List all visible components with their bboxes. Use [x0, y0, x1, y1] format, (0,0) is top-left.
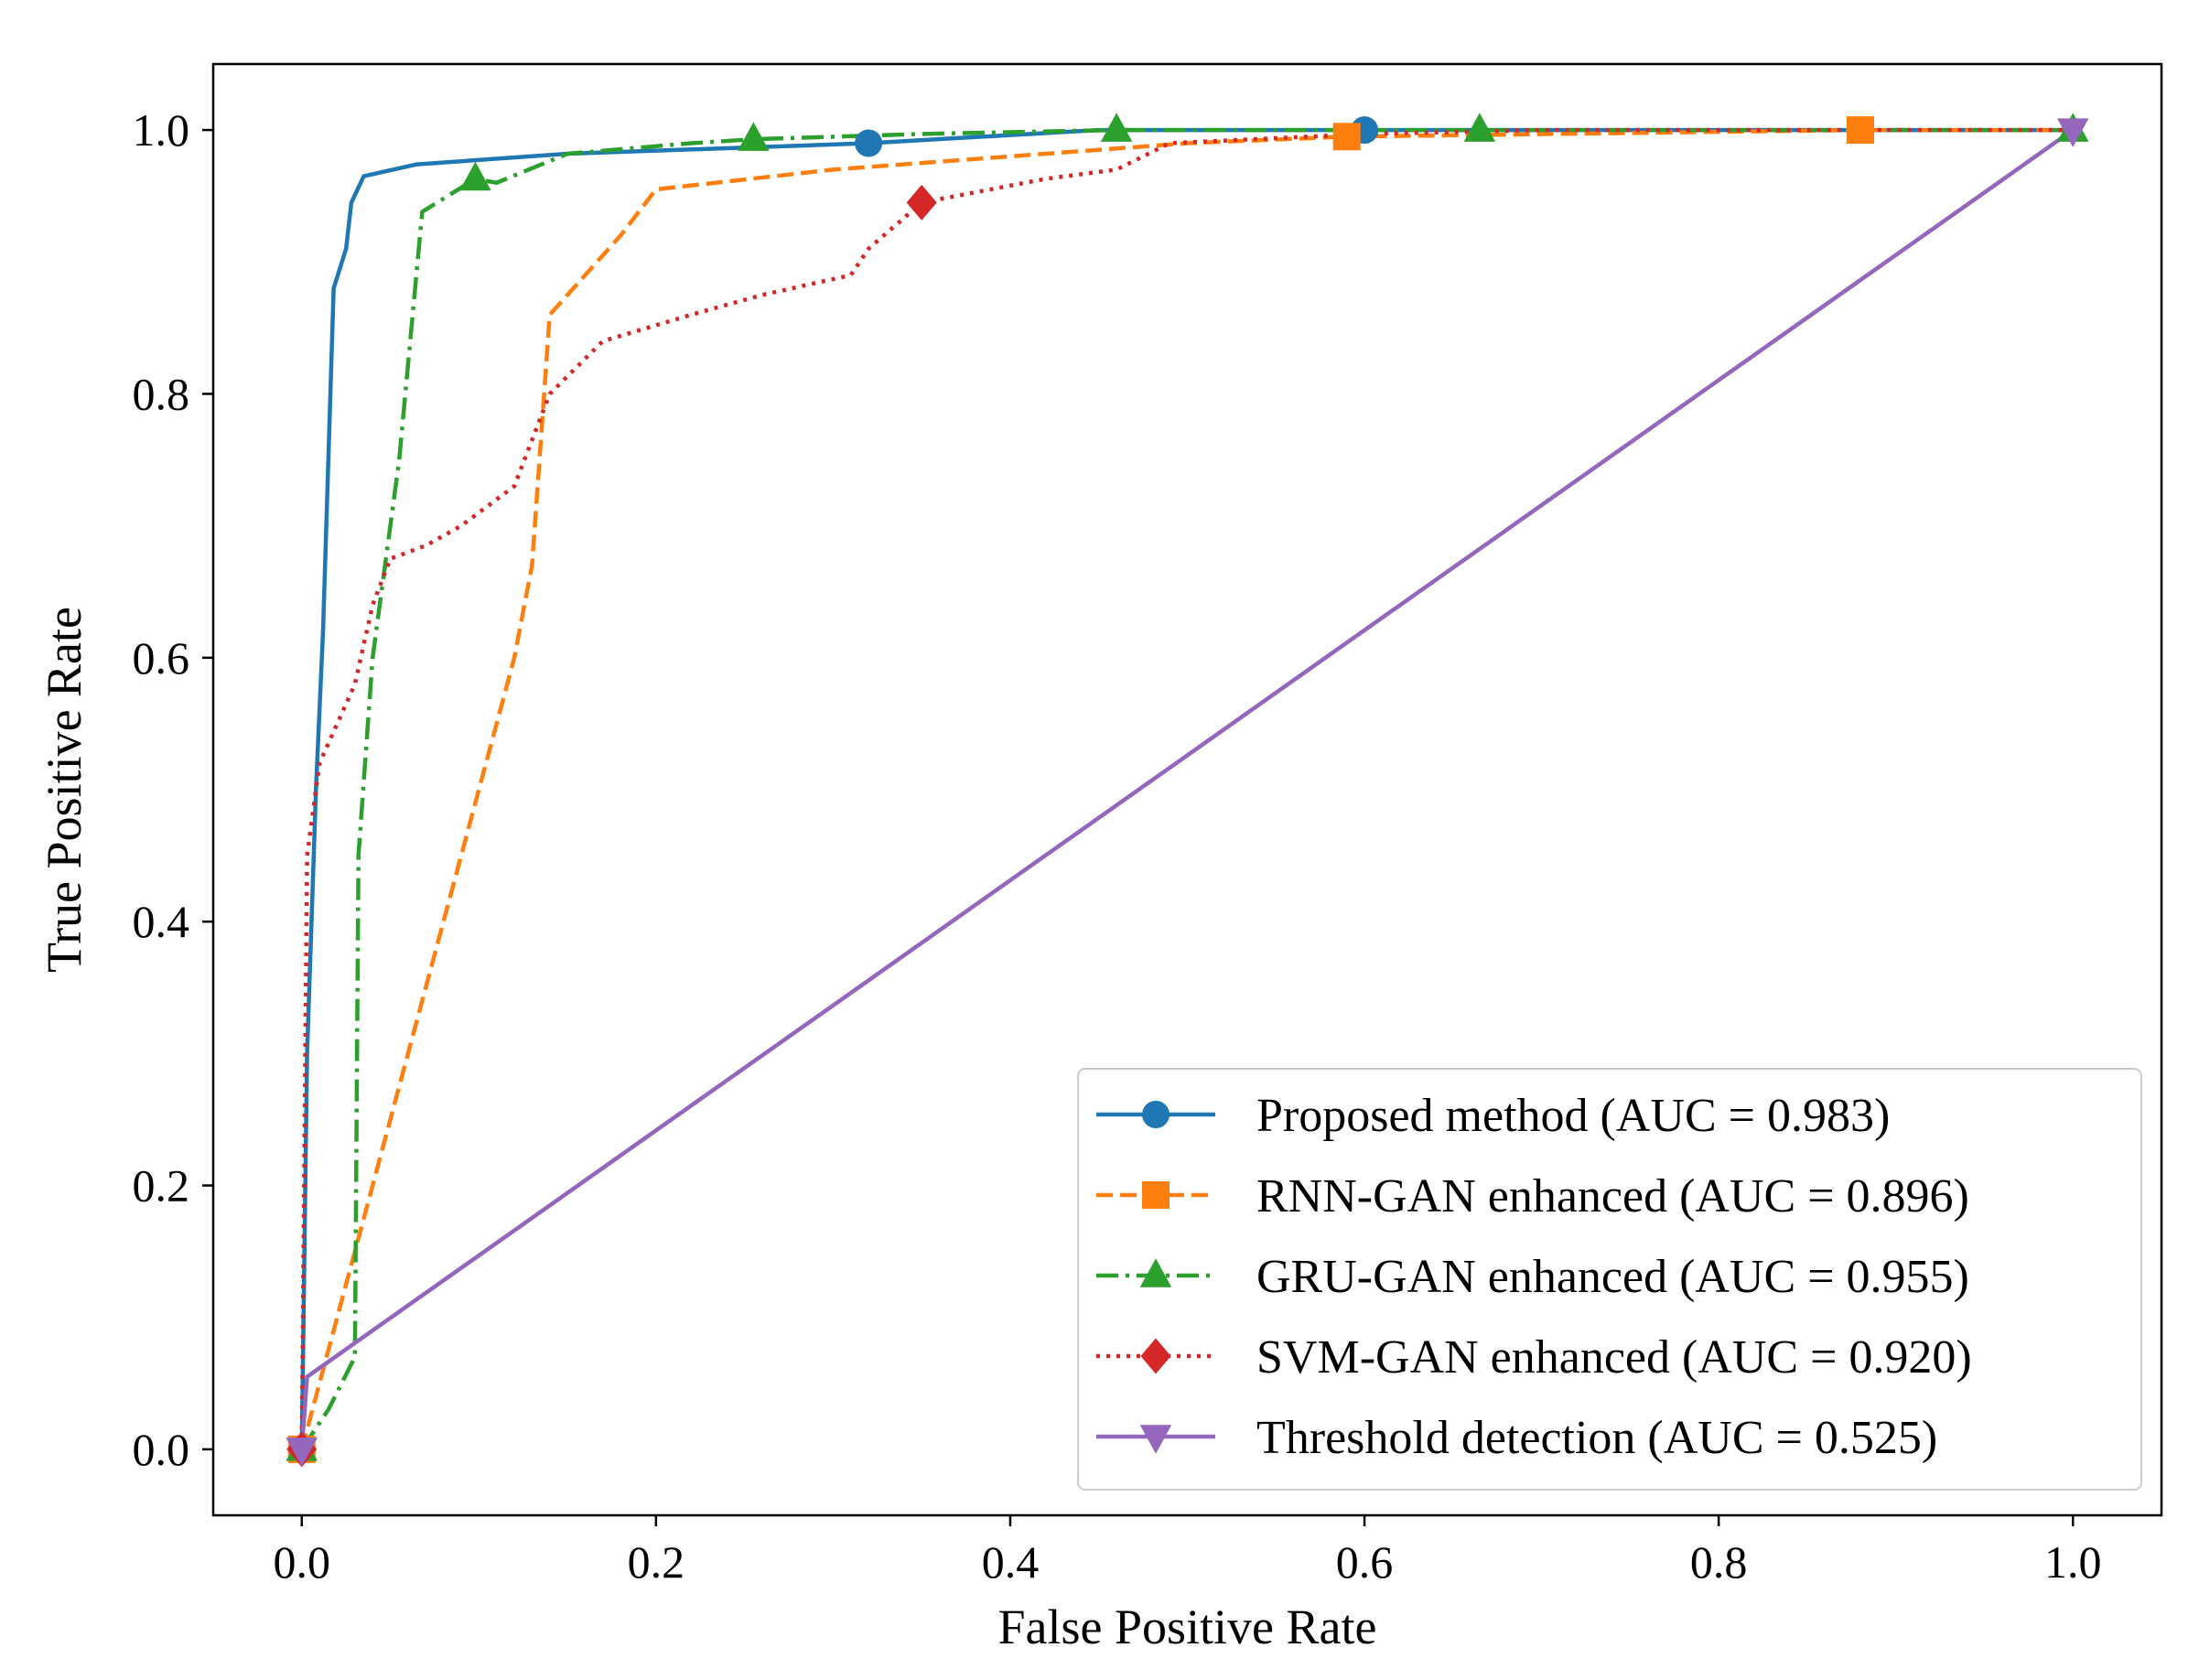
legend-label: RNN-GAN enhanced (AUC = 0.896) [1256, 1170, 1969, 1222]
series-line-threshold-detection [299, 128, 2075, 1450]
y-tick-label: 1.0 [133, 104, 190, 156]
legend-label: SVM-GAN enhanced (AUC = 0.920) [1256, 1331, 1972, 1384]
x-tick-label: 0.6 [1336, 1536, 1394, 1588]
data-point-gru-gan-enhanced [1100, 113, 1133, 142]
series-line-proposed-method [299, 127, 2074, 1449]
data-point-threshold-detection [2056, 118, 2089, 147]
x-axis-label: False Positive Rate [998, 1599, 1377, 1654]
legend-items: Proposed method (AUC = 0.983) RNN-GAN enh… [1096, 1090, 1972, 1464]
plot-frame [211, 62, 2163, 1517]
y-tick-label: 0.2 [133, 1160, 190, 1212]
legend-item-gru-gan-enhanced: GRU-GAN enhanced (AUC = 0.955) [1096, 1251, 1969, 1303]
series-lines [299, 127, 2075, 1451]
data-point-gru-gan-enhanced [1463, 113, 1496, 142]
legend-item-threshold-detection: Threshold detection (AUC = 0.525) [1096, 1412, 1937, 1464]
x-tick-label: 0.2 [628, 1536, 685, 1588]
series-markers [286, 113, 2089, 1468]
y-tick-label: 0.4 [133, 896, 190, 947]
legend: Proposed method (AUC = 0.983) RNN-GAN enh… [1077, 1068, 2142, 1491]
x-tick-label: 0.8 [1690, 1536, 1748, 1588]
legend-item-proposed-method: Proposed method (AUC = 0.983) [1096, 1090, 1890, 1142]
legend-marker [1142, 1181, 1170, 1209]
y-axis-label: True Positive Rate [37, 607, 92, 973]
legend-label: Threshold detection (AUC = 0.525) [1256, 1412, 1937, 1464]
legend-marker [1142, 1101, 1170, 1128]
legend-label: Proposed method (AUC = 0.983) [1256, 1090, 1890, 1142]
legend-marker [1139, 1258, 1172, 1287]
data-point-proposed-method [855, 129, 883, 157]
x-tick-label: 0.4 [982, 1536, 1040, 1588]
y-tick-label: 0.8 [133, 368, 190, 419]
axis-ticks: 0.0 0.2 0.4 0.6 0.8 1.0 0.0 0.2 0.4 0.6 0.8 1.0 [133, 104, 2102, 1588]
data-point-threshold-detection [286, 1438, 318, 1467]
legend-label: GRU-GAN enhanced (AUC = 0.955) [1256, 1251, 1969, 1303]
x-tick-label: 0.0 [274, 1536, 331, 1588]
data-point-rnn-gan-enhanced [1846, 116, 1874, 145]
series-line-gru-gan-enhanced [299, 127, 2074, 1451]
legend-item-svm-gan-enhanced: SVM-GAN enhanced (AUC = 0.920) [1096, 1331, 1972, 1384]
data-point-gru-gan-enhanced [459, 161, 491, 191]
series-line-svm-gan-enhanced [299, 127, 2074, 1449]
y-tick-label: 0.0 [133, 1424, 190, 1475]
legend-item-rnn-gan-enhanced: RNN-GAN enhanced (AUC = 0.896) [1096, 1170, 1969, 1222]
legend-marker [1139, 1425, 1172, 1454]
x-tick-label: 1.0 [2044, 1536, 2102, 1588]
legend-box [1077, 1068, 2142, 1491]
series-line-rnn-gan-enhanced [299, 127, 2074, 1450]
data-point-svm-gan-enhanced [906, 184, 937, 221]
y-tick-label: 0.6 [133, 632, 190, 684]
data-point-gru-gan-enhanced [738, 122, 770, 151]
legend-marker [1140, 1338, 1171, 1374]
data-point-rnn-gan-enhanced [1332, 123, 1361, 151]
